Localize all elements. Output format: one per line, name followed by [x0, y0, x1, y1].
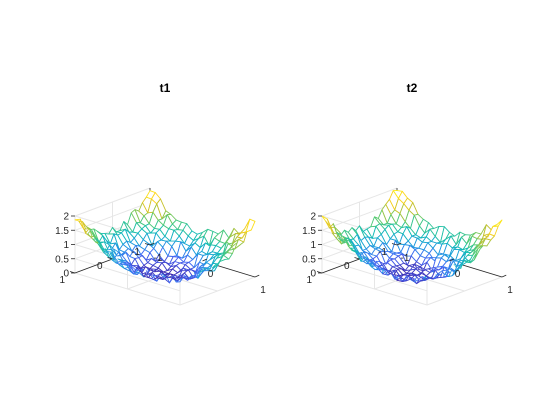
y-tick-label: 0 [97, 261, 103, 272]
z-tick-label: 1 [63, 240, 69, 251]
x-tick-mark [202, 258, 207, 262]
z-tick-label: 2 [310, 212, 316, 223]
y-tick-label: -1 [131, 247, 140, 258]
mesh-surface [321, 190, 503, 285]
chart-title: t1 [160, 81, 171, 95]
y-tick-mark [144, 243, 151, 246]
z-tick-label: 1.5 [55, 226, 69, 237]
z-tick-label: 0 [63, 269, 69, 280]
x-tick-label: 0 [208, 269, 214, 280]
x-tick-mark [254, 274, 260, 278]
x-tick-mark [396, 242, 402, 246]
surface-cell [492, 219, 503, 227]
x-tick-label: -1 [154, 253, 163, 264]
x-tick-mark [149, 242, 155, 246]
chart-title: t2 [407, 81, 418, 95]
y-tick-mark [107, 257, 113, 260]
x-tick-label: 0 [455, 269, 461, 280]
x-tick-mark [501, 274, 507, 278]
z-tick-label: 0 [310, 269, 316, 280]
y-tick-label: 1 [306, 275, 312, 286]
z-tick-label: 1 [310, 240, 316, 251]
y-tick-label: 1 [59, 275, 65, 286]
mesh-surface [74, 190, 256, 284]
y-tick-label: -1 [378, 247, 387, 258]
z-tick-label: 0.5 [55, 254, 69, 265]
surface-cell [245, 218, 256, 233]
x-tick-label: 1 [507, 285, 513, 296]
z-tick-label: 1.5 [302, 226, 316, 237]
x-tick-mark [449, 258, 454, 262]
z-tick-label: 0.5 [302, 254, 316, 265]
z-tick-label: 2 [63, 212, 69, 223]
y-tick-mark [354, 257, 360, 260]
y-tick-label: 0 [344, 261, 350, 272]
y-tick-mark [391, 243, 398, 246]
x-tick-label: -1 [401, 253, 410, 264]
x-tick-label: 1 [260, 285, 266, 296]
